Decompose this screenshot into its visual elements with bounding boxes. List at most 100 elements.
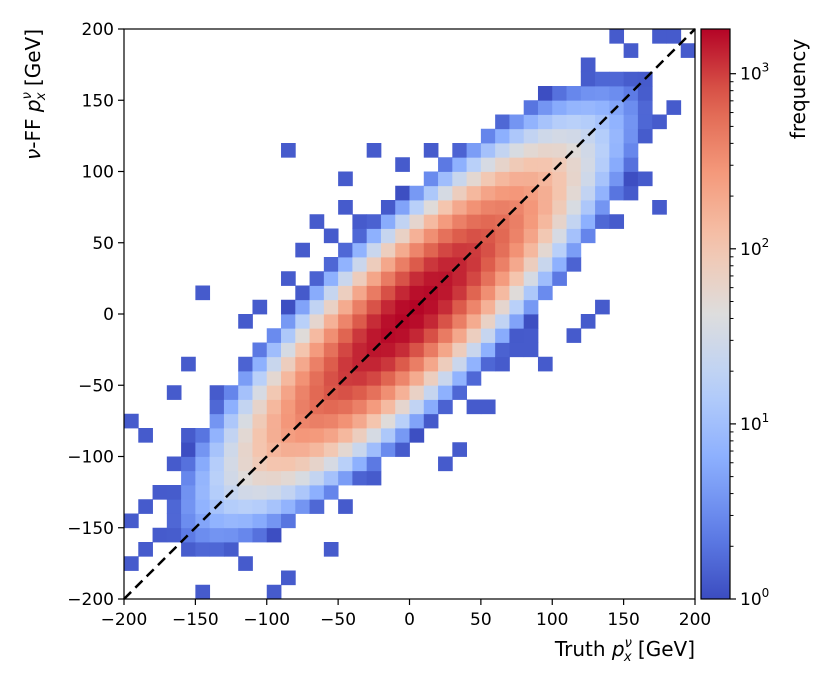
heatmap-cell xyxy=(423,242,439,258)
heatmap-cell xyxy=(523,342,539,358)
heatmap-cell xyxy=(395,299,410,315)
heatmap-cell xyxy=(352,470,368,486)
heatmap-cell xyxy=(252,299,268,315)
reference-diagonal-line xyxy=(123,28,696,600)
heatmap-cell xyxy=(295,499,310,514)
heatmap-cell xyxy=(495,314,510,329)
heatmap-cell xyxy=(438,328,453,343)
heatmap-cell xyxy=(666,100,682,115)
heatmap-cell xyxy=(466,314,482,329)
heatmap-cell xyxy=(537,157,553,172)
heatmap-cell xyxy=(195,485,211,500)
heatmap-cell xyxy=(537,285,553,301)
y-axis-title: ν-FF pνx [GeV] xyxy=(20,29,49,160)
heatmap-cell xyxy=(309,214,325,229)
heatmap-cell xyxy=(138,499,153,514)
heatmap-cell xyxy=(223,470,239,486)
heatmap-cell xyxy=(537,242,553,258)
x-axis-title-text: Truth xyxy=(554,637,612,661)
heatmap-cell xyxy=(323,271,339,286)
heatmap-cell xyxy=(409,356,425,372)
heatmap-cell xyxy=(666,29,682,44)
heatmap-cell xyxy=(352,371,368,386)
heatmap-cell xyxy=(366,228,382,244)
heatmap-cell xyxy=(195,584,211,600)
heatmap-cell xyxy=(338,499,353,514)
heatmap-cell xyxy=(580,86,596,101)
heatmap-cell xyxy=(566,185,582,201)
y-tick-label: 100 xyxy=(82,163,114,183)
heatmap-cell xyxy=(438,228,453,244)
heatmap-cell xyxy=(295,470,310,486)
heatmap-cell xyxy=(566,228,582,244)
heatmap-cell xyxy=(509,299,525,315)
heatmap-cell xyxy=(395,157,410,172)
heatmap-cell xyxy=(480,214,496,229)
heatmap-cell xyxy=(238,485,253,500)
heatmap-cell xyxy=(309,271,325,286)
heatmap-cell xyxy=(238,499,253,514)
heatmap-cell xyxy=(380,228,396,244)
heatmap-cell xyxy=(409,200,425,215)
y-tick-label: 150 xyxy=(82,91,114,111)
heatmap-cell xyxy=(395,328,410,343)
heatmap-cell xyxy=(380,214,396,229)
heatmap-cell xyxy=(537,86,553,101)
heatmap-cell xyxy=(323,442,339,457)
heatmap-cell xyxy=(366,271,382,286)
heatmap-cell xyxy=(523,257,539,272)
heatmap-cell xyxy=(352,413,368,429)
x-axis-title-symbol: p xyxy=(611,637,625,661)
heatmap-cell xyxy=(580,57,596,73)
heatmap-cell xyxy=(423,328,439,343)
heatmap-cell xyxy=(623,143,639,158)
heatmap-cell xyxy=(309,371,325,386)
heatmap-cell xyxy=(466,157,482,172)
heatmap-cell xyxy=(166,527,182,543)
heatmap-cell xyxy=(380,299,396,315)
heatmap-cell xyxy=(366,413,382,429)
heatmap-cell xyxy=(495,356,510,372)
heatmap-cell xyxy=(523,143,539,158)
heatmap-cell xyxy=(366,428,382,443)
heatmap-cell xyxy=(580,214,596,229)
heatmap-cell xyxy=(466,271,482,286)
heatmap-cell xyxy=(266,385,282,400)
heatmap-cell xyxy=(309,285,325,301)
heatmap-cell xyxy=(309,485,325,500)
heatmap-cell xyxy=(452,342,468,358)
heatmap-cell xyxy=(523,285,539,301)
heatmap-cell xyxy=(238,442,253,457)
heatmap-cell xyxy=(338,257,353,272)
heatmap-cell xyxy=(523,114,539,130)
heatmap-cell xyxy=(509,128,525,144)
heatmap-cell xyxy=(366,399,382,415)
heatmap-cell xyxy=(566,86,582,101)
heatmap-cell xyxy=(395,185,410,201)
heatmap-cell xyxy=(595,86,610,101)
heatmap-cell xyxy=(438,285,453,301)
heatmap-cell xyxy=(181,456,196,472)
heatmap-cell xyxy=(223,399,239,415)
heatmap-cell xyxy=(181,442,196,457)
heatmap-cell xyxy=(352,399,368,415)
heatmap-cell xyxy=(209,456,225,472)
heatmap-cell xyxy=(452,371,468,386)
heatmap-cell xyxy=(609,157,625,172)
heatmap-cell xyxy=(480,328,496,343)
heatmap-cell xyxy=(223,428,239,443)
heatmap-cell xyxy=(338,171,353,187)
heatmap-cell xyxy=(309,442,325,457)
heatmap-cell xyxy=(466,257,482,272)
y-axis-title-text: -FF xyxy=(21,112,45,149)
heatmap-cell xyxy=(409,185,425,201)
heatmap-cell xyxy=(438,356,453,372)
heatmap-cell xyxy=(252,428,268,443)
heatmap-cell xyxy=(495,171,510,187)
heatmap-cell xyxy=(509,157,525,172)
heatmap-cell xyxy=(609,214,625,229)
heatmap-cell xyxy=(652,200,667,215)
heatmap-cell xyxy=(409,214,425,229)
heatmap-cell xyxy=(637,128,653,144)
heatmap-cell xyxy=(466,328,482,343)
